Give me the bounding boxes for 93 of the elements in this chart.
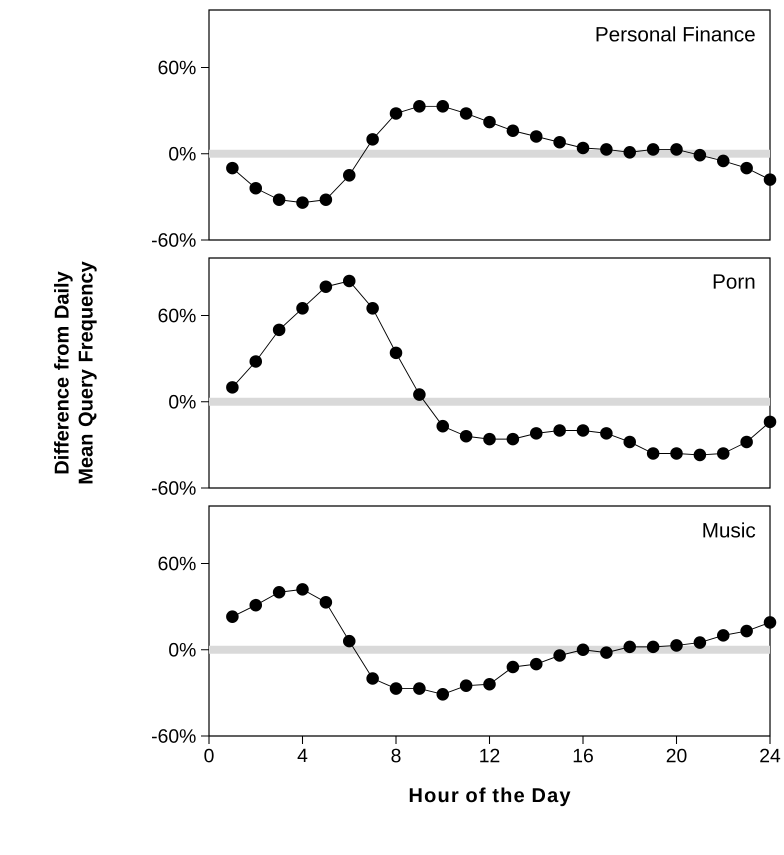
point: [366, 133, 379, 146]
point: [670, 143, 683, 156]
y-tick-label: 60%: [158, 556, 196, 570]
point: [646, 143, 660, 156]
point: [764, 173, 776, 186]
point: [530, 130, 543, 143]
point: [296, 302, 309, 315]
point: [366, 672, 379, 685]
point: [553, 649, 566, 662]
point: [646, 640, 660, 654]
point: [646, 447, 660, 460]
point: [390, 682, 402, 695]
point: [320, 193, 332, 206]
point: [670, 447, 683, 460]
point: [272, 586, 286, 599]
x-tick-label: 16: [574, 748, 593, 762]
point: [226, 381, 239, 394]
point: [670, 639, 683, 652]
point: [623, 640, 636, 654]
point: [740, 624, 753, 638]
point: [413, 682, 426, 695]
point: [342, 274, 356, 288]
y-tick-label: 60%: [158, 308, 196, 322]
point: [716, 447, 730, 460]
y-tick-label: -60%: [152, 233, 196, 247]
point: [436, 688, 450, 701]
point: [483, 116, 496, 128]
point: [740, 436, 753, 448]
point: [553, 136, 566, 149]
x-tick-label: 12: [480, 748, 500, 762]
x-tick-label: 0: [204, 748, 214, 762]
point: [576, 142, 590, 154]
point: [530, 427, 543, 440]
point: [436, 420, 450, 432]
point: [342, 169, 356, 182]
point: [716, 629, 730, 642]
y-tick-label: 60%: [158, 60, 196, 74]
point: [296, 196, 309, 209]
text: Music: [703, 522, 756, 538]
x-tick-label: 24: [760, 748, 780, 762]
point: [460, 430, 472, 443]
point: [436, 100, 450, 113]
point: [506, 660, 520, 674]
point: [764, 416, 776, 428]
point: [740, 162, 753, 174]
point: [694, 636, 706, 649]
y-tick-label: 0%: [169, 642, 196, 657]
point: [390, 346, 402, 360]
point: [249, 355, 262, 368]
point: [694, 448, 706, 462]
point: [460, 107, 472, 120]
point: [600, 427, 613, 440]
point: [390, 107, 402, 120]
point: [553, 424, 566, 437]
point: [483, 678, 496, 691]
point: [413, 388, 426, 401]
x-tick-label: 4: [298, 748, 308, 762]
point: [366, 302, 379, 315]
text: Porn: [714, 274, 754, 289]
point: [623, 146, 636, 159]
point: [320, 280, 332, 294]
y-tick-label: 0%: [169, 394, 196, 409]
text: Personal Finance: [596, 26, 755, 42]
y-tick-label: 0%: [169, 146, 196, 161]
x-tick-label: 20: [666, 748, 686, 762]
point: [506, 432, 520, 446]
point: [272, 193, 286, 206]
point: [296, 583, 309, 596]
point: [272, 324, 286, 336]
point: [576, 643, 590, 656]
point: [483, 432, 496, 446]
point: [716, 154, 730, 168]
point: [530, 658, 543, 670]
point: [623, 436, 636, 448]
point: [226, 162, 239, 174]
point: [320, 596, 332, 609]
point: [600, 143, 613, 156]
point: [600, 646, 613, 659]
x-tick-label: 8: [391, 748, 401, 762]
point: [506, 124, 520, 138]
y-tick-label: -60%: [152, 481, 196, 495]
point: [460, 679, 472, 692]
point: [694, 148, 706, 162]
x-axis-title: Hour of the Day: [410, 788, 570, 806]
point: [226, 610, 239, 623]
point: [413, 100, 426, 113]
point: [249, 182, 262, 195]
point: [576, 424, 590, 437]
y-tick-label: -60%: [152, 729, 196, 743]
point: [249, 598, 262, 612]
point: [342, 634, 356, 648]
y-axis-title: Difference from Daily Mean Query Frequency: [54, 261, 97, 484]
point: [764, 616, 776, 629]
